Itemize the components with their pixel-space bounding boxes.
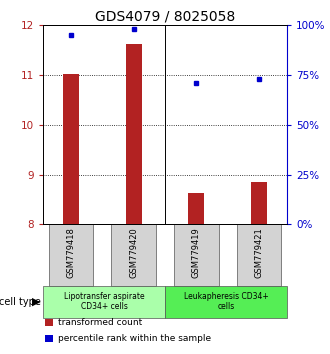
Bar bbox=[126, 44, 142, 224]
Text: cell type: cell type bbox=[0, 297, 41, 307]
Text: ▶: ▶ bbox=[32, 297, 41, 307]
Bar bbox=[188, 193, 204, 224]
Bar bbox=[45, 335, 53, 342]
Text: Lipotransfer aspirate
CD34+ cells: Lipotransfer aspirate CD34+ cells bbox=[64, 292, 144, 311]
Bar bbox=[165, 286, 287, 318]
Bar bbox=[49, 224, 93, 286]
Bar bbox=[63, 74, 79, 224]
Text: GSM779419: GSM779419 bbox=[192, 227, 201, 278]
Text: GSM779420: GSM779420 bbox=[129, 227, 138, 278]
Bar bbox=[237, 224, 281, 286]
Bar bbox=[112, 224, 156, 286]
Bar bbox=[45, 319, 53, 326]
Bar bbox=[174, 224, 218, 286]
Title: GDS4079 / 8025058: GDS4079 / 8025058 bbox=[95, 10, 235, 24]
Text: transformed count: transformed count bbox=[57, 318, 142, 327]
Bar bbox=[43, 286, 165, 318]
Text: Leukapheresis CD34+
cells: Leukapheresis CD34+ cells bbox=[184, 292, 268, 311]
Bar bbox=[251, 182, 267, 224]
Text: percentile rank within the sample: percentile rank within the sample bbox=[57, 334, 211, 343]
Text: GSM779418: GSM779418 bbox=[67, 227, 76, 278]
Text: GSM779421: GSM779421 bbox=[254, 227, 263, 278]
